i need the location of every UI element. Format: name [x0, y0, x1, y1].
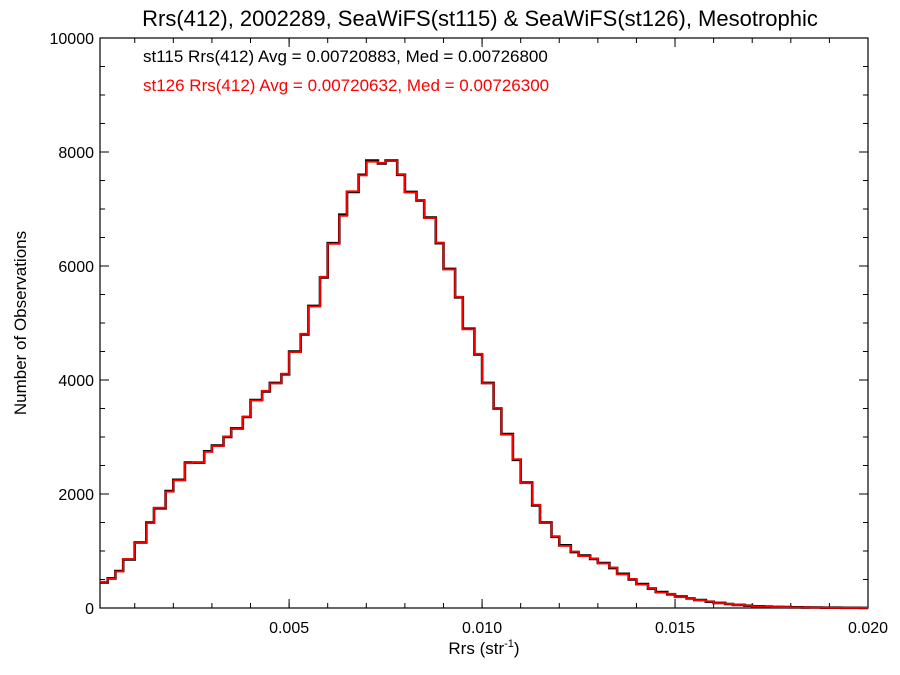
y-tick-label: 0 — [85, 601, 94, 618]
y-tick-label: 10000 — [50, 31, 95, 48]
x-tick-label: 0.010 — [462, 620, 502, 637]
annotation-st115: st115 Rrs(412) Avg = 0.00720883, Med = 0… — [143, 47, 548, 66]
y-tick-label: 6000 — [58, 259, 94, 276]
x-tick-label: 0.015 — [655, 620, 695, 637]
chart-title: Rrs(412), 2002289, SeaWiFS(st115) & SeaW… — [142, 6, 818, 31]
plot-frame — [99, 37, 869, 609]
y-tick-label: 4000 — [58, 373, 94, 390]
y-axis-ticks: 0 2000 4000 6000 8000 10000 — [50, 31, 868, 618]
x-axis-label-sup: -1 — [504, 638, 514, 650]
annotation-st126: st126 Rrs(412) Avg = 0.00720632, Med = 0… — [143, 76, 549, 95]
x-axis-ticks: 0.005 0.010 0.015 0.020 — [134, 38, 888, 637]
annotations: st115 Rrs(412) Avg = 0.00720883, Med = 0… — [143, 47, 549, 95]
y-tick-label: 2000 — [58, 487, 94, 504]
x-axis-label-close: ) — [514, 639, 520, 658]
x-axis-label: Rrs (str-1) — [448, 638, 519, 658]
x-tick-label: 0.020 — [848, 620, 888, 637]
plot-area: 0.005 0.010 0.015 0.020 0 2000 4000 6000 8000 10… — [50, 31, 889, 637]
series-group — [100, 159, 868, 610]
y-axis-label: Number of Observations — [11, 231, 30, 415]
y-tick-label: 8000 — [58, 145, 94, 162]
series-st126 — [100, 160, 868, 609]
x-tick-label: 0.005 — [269, 620, 309, 637]
x-axis-label-main: Rrs (str — [448, 639, 504, 658]
